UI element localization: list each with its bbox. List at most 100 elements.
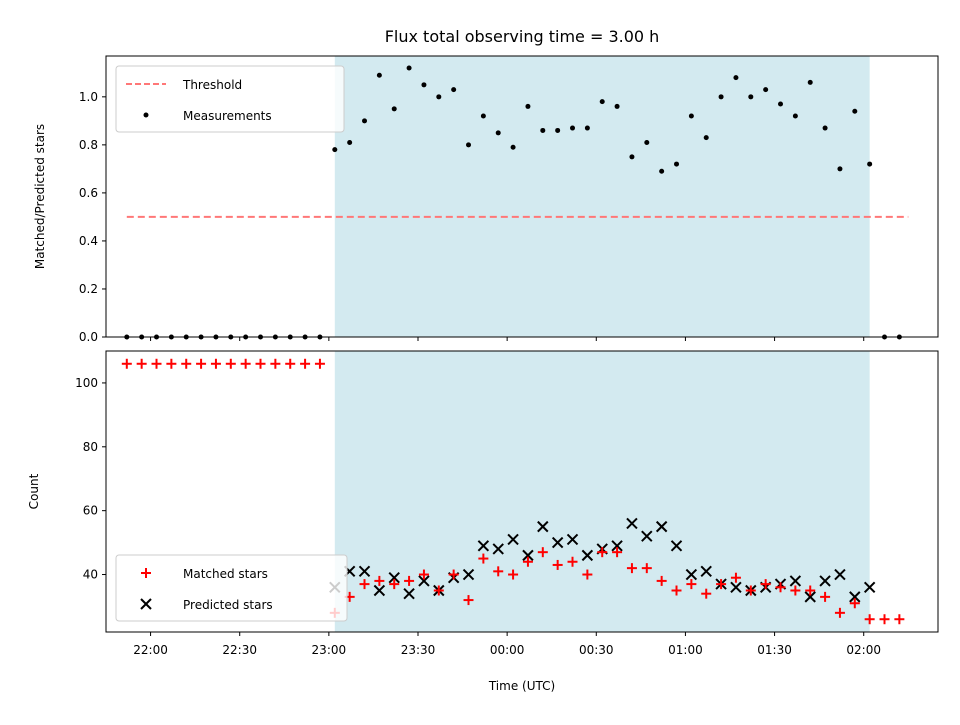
top-legend-box xyxy=(115,65,345,133)
measurement-point xyxy=(733,75,739,81)
measurement-point xyxy=(436,94,442,100)
ratio-panel: 0.0 0.2 0.4 0.6 0.8 1.0 Flux total observing … xyxy=(33,27,939,344)
matched-point xyxy=(849,598,860,609)
matched-point xyxy=(374,575,385,586)
matched-point xyxy=(463,595,474,606)
predicted-point xyxy=(834,568,846,581)
predicted-point xyxy=(551,536,564,549)
measurement-point xyxy=(763,87,769,93)
x-tick-label: 23:30 xyxy=(401,643,436,657)
predicted-x-b xyxy=(641,530,653,542)
predicted-point xyxy=(581,549,594,562)
predicted-point xyxy=(403,587,415,600)
predicted-x-b xyxy=(358,565,371,578)
matched-point xyxy=(508,569,519,580)
x-axis-label: Time (UTC) xyxy=(488,679,555,693)
chart-title: Flux total observing time = 3.00 h xyxy=(385,27,660,46)
predicted-point xyxy=(492,543,504,555)
matched-point xyxy=(240,358,251,369)
matched-point xyxy=(626,563,637,574)
measurement-point xyxy=(584,125,590,131)
predicted-x-b xyxy=(403,587,415,600)
matched-point xyxy=(121,358,132,369)
measurement-point xyxy=(703,135,709,141)
measurement-point xyxy=(867,161,873,167)
matched-point xyxy=(522,556,533,567)
predicted-x-b xyxy=(730,581,742,594)
matched-point xyxy=(478,553,489,564)
predicted-point xyxy=(566,533,579,546)
matched-point xyxy=(745,585,756,596)
measurement-point xyxy=(644,139,650,145)
measurement-point xyxy=(347,139,353,145)
measurement-point xyxy=(614,103,620,109)
legend-matched-swatch xyxy=(141,568,151,578)
matched-point xyxy=(775,582,786,593)
y-tick-label: 0.8 xyxy=(79,138,98,152)
predicted-x-b xyxy=(789,575,802,587)
matched-point xyxy=(582,569,593,580)
predicted-point xyxy=(670,540,683,552)
predicted-x-b xyxy=(655,520,668,533)
measurement-point xyxy=(570,125,576,131)
y-tick-label: 0.0 xyxy=(79,330,98,344)
matched-point xyxy=(404,575,415,586)
predicted-x-b xyxy=(849,591,861,603)
top-axes-frame xyxy=(105,55,939,338)
predicted-point xyxy=(730,581,742,594)
predicted-x-b xyxy=(492,543,504,555)
x-tick-label: 00:00 xyxy=(490,643,525,657)
predicted-point xyxy=(507,533,519,546)
legend-predicted-label: Predicted stars xyxy=(183,598,273,612)
matched-point xyxy=(314,358,325,369)
matched-point xyxy=(166,358,177,369)
predicted-x-b xyxy=(477,540,490,552)
predicted-x-b xyxy=(685,568,698,581)
predicted-point xyxy=(641,530,653,542)
observing-window-top xyxy=(334,56,870,337)
predicted-point xyxy=(685,568,698,581)
x-tick-label: 22:30 xyxy=(222,643,257,657)
predicted-x-b xyxy=(507,533,519,546)
top-y-axis-label: Matched/Predicted stars xyxy=(33,124,47,269)
bottom-axes-frame xyxy=(105,350,939,633)
matched-point xyxy=(760,579,771,590)
measurement-point xyxy=(406,65,412,71)
matched-point xyxy=(597,547,608,558)
predicted-x-b xyxy=(566,533,579,546)
measurement-point xyxy=(688,113,694,119)
x-tick-label: 01:30 xyxy=(757,643,792,657)
matched-point xyxy=(864,614,875,625)
measurement-point xyxy=(599,99,605,105)
matched-point xyxy=(255,358,266,369)
legend-measurement-swatch xyxy=(143,112,149,118)
matched-point xyxy=(151,358,162,369)
matched-point xyxy=(790,585,801,596)
predicted-point xyxy=(849,591,861,603)
predicted-point xyxy=(804,591,816,603)
measurement-point xyxy=(807,79,813,85)
y-tick-label: 0.2 xyxy=(79,282,98,296)
matched-point xyxy=(552,559,563,570)
predicted-point xyxy=(522,549,534,562)
matched-point xyxy=(181,358,192,369)
y-tick-label: 80 xyxy=(83,440,98,454)
measurement-point xyxy=(391,106,397,112)
observing-window-bottom xyxy=(334,351,870,632)
top-legend: Threshold Measurements xyxy=(115,65,345,133)
measurement-point xyxy=(510,144,516,150)
predicted-point xyxy=(418,575,430,587)
measurement-point xyxy=(837,166,843,172)
matched-point xyxy=(879,614,890,625)
predicted-x-b xyxy=(551,536,564,549)
matched-point xyxy=(196,358,207,369)
count-panel: 40 60 80 100 22:00 22:30 23:00 23:30 00:00 00:30… xyxy=(27,350,939,693)
measurement-point xyxy=(540,127,546,133)
measurement-point xyxy=(451,87,457,93)
measurement-point xyxy=(421,82,427,88)
measurement-point xyxy=(748,94,754,100)
measurement-point xyxy=(659,168,665,174)
predicted-x-b xyxy=(863,581,876,594)
matched-point xyxy=(641,563,652,574)
